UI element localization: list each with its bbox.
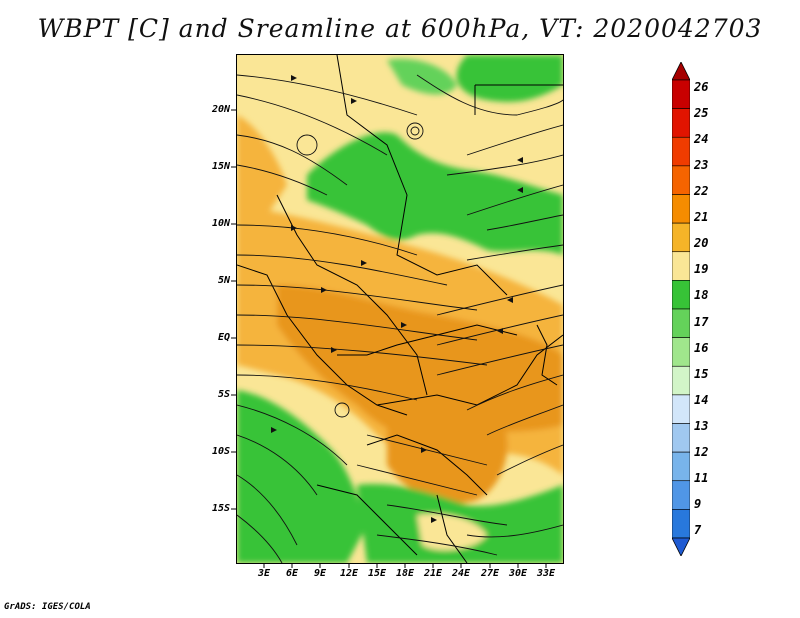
lon-label: 18E bbox=[395, 568, 415, 579]
colorbar-swatch bbox=[672, 480, 690, 510]
lat-label: 10S bbox=[211, 446, 230, 457]
lat-label: 5S bbox=[217, 389, 230, 400]
lon-label: 15E bbox=[367, 568, 387, 579]
colorbar-label: 23 bbox=[694, 158, 709, 173]
streamline-arrows bbox=[271, 75, 523, 523]
lat-label: EQ bbox=[217, 332, 230, 343]
lon-label: 27E bbox=[480, 568, 500, 579]
colorbar-bottom-arrow bbox=[672, 537, 690, 556]
colorbar-swatch bbox=[672, 222, 690, 253]
lon-label: 3E bbox=[257, 568, 271, 579]
country-borders bbox=[237, 55, 563, 563]
map-title: WBPT [C] and Sreamline at 600hPa, VT: 20… bbox=[37, 14, 763, 43]
lon-label: 12E bbox=[339, 568, 359, 579]
colorbar-swatch bbox=[672, 165, 690, 195]
colorbar-swatch bbox=[672, 136, 690, 167]
lon-label: 9E bbox=[313, 568, 327, 579]
colorbar-swatch bbox=[672, 108, 690, 138]
field-orange-north bbox=[237, 115, 287, 215]
colorbar-label: 18 bbox=[694, 288, 709, 303]
colorbar-swatch bbox=[672, 337, 690, 367]
colorbar-label: 24 bbox=[694, 132, 709, 147]
colorbar-label: 14 bbox=[694, 392, 709, 407]
lon-label: 33E bbox=[536, 568, 556, 579]
colorbar-swatch bbox=[672, 194, 690, 224]
field-green-north bbox=[307, 132, 563, 255]
field-green-cap bbox=[387, 58, 457, 95]
colorbar-top-arrow bbox=[672, 62, 690, 81]
colorbar-swatch bbox=[672, 251, 690, 281]
map-panel bbox=[236, 54, 564, 564]
lat-label: 15N bbox=[211, 161, 230, 172]
streamlines bbox=[237, 74, 563, 563]
lat-label: 20N bbox=[211, 104, 230, 115]
colorbar-label: 22 bbox=[694, 184, 709, 199]
colorbar-label: 13 bbox=[694, 418, 709, 433]
lon-label: 24E bbox=[451, 568, 471, 579]
colorbar-swatch bbox=[672, 394, 690, 424]
lat-label: 15S bbox=[211, 503, 230, 514]
colorbar-label: 11 bbox=[694, 470, 709, 485]
footer-credit: GrADS: IGES/COLA bbox=[4, 602, 91, 612]
colorbar-label: 26 bbox=[694, 80, 709, 94]
colorbar-label: 20 bbox=[694, 236, 709, 251]
colorbar-swatch bbox=[672, 308, 690, 338]
lon-label: 21E bbox=[423, 568, 443, 579]
colorbar-label: 9 bbox=[694, 496, 702, 511]
colorbar-label: 25 bbox=[694, 106, 709, 121]
colorbar-label: 12 bbox=[694, 444, 709, 459]
lat-label: 10N bbox=[211, 218, 230, 229]
colorbar-swatch bbox=[672, 423, 690, 453]
colorbar-label: 17 bbox=[694, 314, 709, 329]
colorbar-swatch bbox=[672, 280, 690, 310]
colorbar-label: 15 bbox=[694, 366, 709, 381]
colorbar-swatch bbox=[672, 451, 690, 482]
colorbar bbox=[672, 62, 690, 556]
field-deep-orange bbox=[277, 285, 563, 439]
field-yellow-south-patch bbox=[417, 513, 487, 551]
colorbar-swatch bbox=[672, 79, 690, 109]
field-green-northeast bbox=[456, 55, 563, 102]
colorbar-swatch bbox=[672, 365, 690, 396]
colorbar-label: 19 bbox=[694, 262, 709, 277]
field-orange-south bbox=[387, 399, 508, 504]
lat-label: 5N bbox=[217, 275, 230, 286]
colorbar-label: 7 bbox=[694, 523, 702, 537]
colorbar-swatch bbox=[672, 509, 690, 539]
colorbar-label: 21 bbox=[694, 210, 709, 225]
wbpt-field-map bbox=[237, 55, 563, 563]
lon-label: 30E bbox=[508, 568, 528, 579]
lon-label: 6E bbox=[285, 568, 299, 579]
colorbar-label: 16 bbox=[694, 340, 709, 355]
